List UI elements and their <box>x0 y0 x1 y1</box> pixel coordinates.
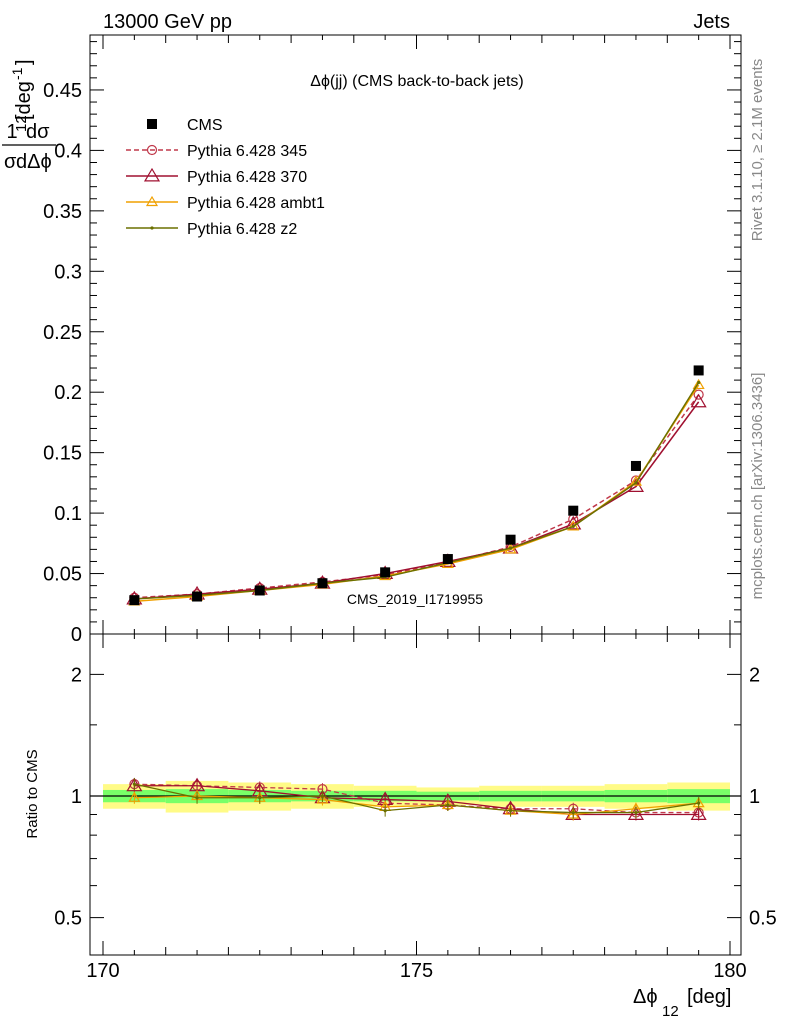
main-y-axis-label: 1 dσ σ dΔϕ 12 [deg -1 ] <box>2 59 56 173</box>
legend-marker <box>150 226 154 230</box>
y-label-unit: [deg <box>13 81 35 120</box>
ratio-point <box>634 810 638 815</box>
legend-label: Pythia 6.428 345 <box>187 143 307 160</box>
y-label-frac-num2: dσ <box>26 121 50 143</box>
ratio-series-line <box>134 785 699 816</box>
data-point <box>568 505 579 516</box>
data-point <box>630 460 641 471</box>
data-point <box>317 578 328 589</box>
x-axis-label: Δϕ 12 [deg] <box>633 986 731 1020</box>
x-label-sub: 12 <box>662 1003 679 1020</box>
data-point <box>254 585 265 596</box>
x-tick-label: 170 <box>86 960 119 982</box>
y-tick-label: 0.15 <box>43 443 82 465</box>
data-point <box>442 554 453 565</box>
main-marks <box>126 365 707 606</box>
data-point <box>192 591 203 602</box>
ratio-y-label: Ratio to CMS <box>24 749 41 838</box>
legend-label: Pythia 6.428 z2 <box>187 221 297 238</box>
data-point <box>697 380 701 385</box>
ratio-point <box>697 801 701 805</box>
y-label-unit-close: ] <box>13 59 35 65</box>
y-label-frac-den2: dΔϕ <box>16 151 52 173</box>
y-tick-label: 0 <box>71 624 82 646</box>
y-tick-label: 0.05 <box>43 564 82 586</box>
ratio-y-tick-label-right: 2 <box>749 664 760 686</box>
ratio-point <box>132 782 136 786</box>
legend-marker <box>147 119 157 129</box>
ratio-point <box>195 796 199 800</box>
ratio-y-tick-label: 1 <box>71 786 82 808</box>
ratio-point <box>571 810 575 815</box>
data-point <box>693 365 704 376</box>
data-point <box>567 520 580 531</box>
series-line <box>134 394 700 599</box>
data-point <box>629 475 642 486</box>
ratio-y-tick-label-right: 1 <box>749 786 760 808</box>
x-label: Δϕ <box>633 986 658 1008</box>
ratio-series-line <box>134 783 699 814</box>
ratio-marks <box>90 777 741 821</box>
legend: CMS Pythia 6.428 345 Pythia 6.428 370 Pythi… <box>126 117 325 238</box>
data-point <box>129 595 140 606</box>
x-tick-label: 180 <box>713 960 746 982</box>
ratio-series-line <box>134 783 699 814</box>
ratio-point <box>690 806 707 820</box>
legend-label: CMS <box>187 117 223 134</box>
ratio-point <box>446 803 450 807</box>
x-label-unit: [deg] <box>687 986 731 1008</box>
mcplots-label: mcplots.cern.ch [arXiv:1306.3436] <box>749 373 766 600</box>
ratio-series-line <box>134 795 699 816</box>
data-point <box>380 567 391 578</box>
data-point <box>690 393 707 408</box>
legend-marker <box>145 195 159 207</box>
y-label-sub: 12 <box>13 115 30 132</box>
data-point <box>565 515 582 530</box>
data-point <box>508 546 513 550</box>
series-line <box>134 382 700 600</box>
legend-marker <box>146 144 158 156</box>
y-tick-label: 0.35 <box>43 201 82 223</box>
y-tick-label: 0.1 <box>54 503 82 525</box>
y-label-unit-sup: -1 <box>9 67 25 80</box>
data-point <box>693 389 704 400</box>
main-panel: 0 0.05 0.1 0.15 0.2 0.25 0.3 0.35 0.4 0.45 Δϕ(jj)… <box>2 34 742 646</box>
ratio-point <box>320 794 325 798</box>
legend-label: Pythia 6.428 370 <box>187 169 307 186</box>
header-left: 13000 GeV pp <box>103 11 232 33</box>
y-tick-label: 0.3 <box>54 261 82 283</box>
x-tick-label: 175 <box>400 960 433 982</box>
y-label-frac-num: 1 <box>6 121 17 143</box>
ratio-point <box>316 793 329 804</box>
y-tick-label: 0.2 <box>54 382 82 404</box>
data-point <box>634 481 638 485</box>
ratio-point <box>627 806 644 820</box>
ratio-point <box>128 791 141 802</box>
data-point <box>571 524 575 528</box>
y-tick-label: 0.45 <box>43 80 82 102</box>
main-axis-ticks: 0 0.05 0.1 0.15 0.2 0.25 0.3 0.35 0.4 0.45 <box>43 35 741 646</box>
data-point <box>505 534 516 545</box>
ratio-axis-ticks: 0.5 0.5 1 1 2 2 170 175 180 <box>54 634 777 982</box>
ratio-point <box>383 809 387 813</box>
y-tick-label: 0.25 <box>43 322 82 344</box>
ratio-y-tick-label: 2 <box>71 664 82 686</box>
legend-label: Pythia 6.428 ambt1 <box>187 195 325 212</box>
ratio-point <box>258 796 262 800</box>
ratio-point <box>508 809 513 813</box>
y-label-frac-den: σ <box>4 151 17 173</box>
chart-title: Δϕ(jj) (CMS back-to-back jets) <box>310 73 523 90</box>
ratio-panel: 0.5 0.5 1 1 2 2 170 175 180 Ratio to CMS <box>24 633 777 982</box>
data-point <box>692 378 705 390</box>
ratio-y-tick-label-right: 0.5 <box>749 908 777 930</box>
rivet-label: Rivet 3.1.10, ≥ 2.1M events <box>749 59 766 242</box>
header-right: Jets <box>693 11 730 33</box>
ratio-y-tick-label: 0.5 <box>54 908 82 930</box>
y-tick-label: 0.4 <box>54 140 82 162</box>
analysis-watermark: CMS_2019_I1719955 <box>347 591 483 607</box>
legend-marker <box>143 167 161 182</box>
ratio-frame <box>89 633 742 956</box>
